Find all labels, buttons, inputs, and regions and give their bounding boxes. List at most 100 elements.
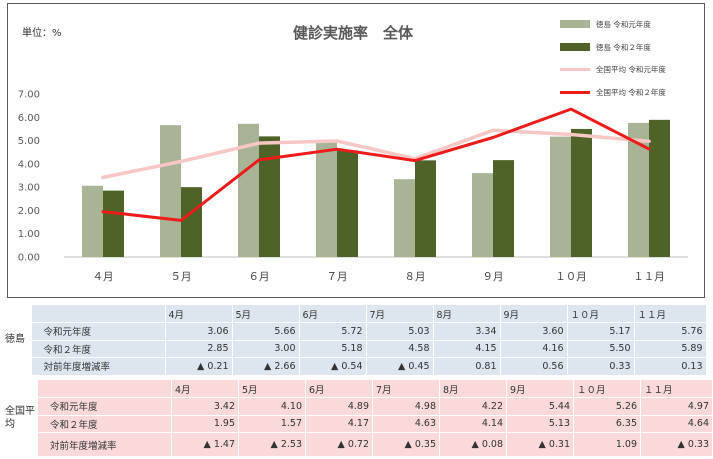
bar-tokushima-r1 <box>472 173 493 257</box>
month-header: 9月 <box>506 380 574 398</box>
national-table: 全国平 均 4月 5月 6月 7月 8月 9月 １０月 １１月 令和元年度 3.42 4.10 4.89… <box>3 380 713 457</box>
x-tick-label: ５月 <box>171 271 192 283</box>
x-tick-label: ７月 <box>327 271 348 283</box>
legend-item-tokushima-r2: 徳島 令和２年度 <box>560 37 700 60</box>
legend-item-national-r1: 全国平均 令和元年度 <box>560 59 700 82</box>
x-tick-label: １０月 <box>555 271 587 283</box>
bar-tokushima-r2 <box>571 128 592 257</box>
y-tick-label: 1.00 <box>18 229 40 240</box>
bar-tokushima-r2 <box>415 160 436 257</box>
table-cell: 0.56 <box>500 357 568 376</box>
bar-tokushima-r1 <box>394 179 415 257</box>
table-cell: 3.06 <box>165 322 233 341</box>
table-cell: ▲ 0.72 <box>305 432 373 457</box>
table-cell: 0.33 <box>567 357 635 376</box>
table-cell: 5.03 <box>366 322 434 341</box>
table-cell: 4.64 <box>640 415 713 433</box>
line-national-r1 <box>101 128 651 180</box>
row-label: 令和元年度 <box>37 397 172 416</box>
table-row: 令和元年度 3.42 4.10 4.89 4.98 4.22 5.44 5.26 4.97 <box>3 397 713 416</box>
table-cell: 5.26 <box>573 397 641 416</box>
x-tick-label: ８月 <box>405 271 426 283</box>
bar-tokushima-r2 <box>181 187 202 257</box>
legend-swatch <box>560 20 590 28</box>
month-header: １１月 <box>634 305 707 323</box>
y-tick-label: 6.00 <box>18 113 40 124</box>
x-tick-label: １１月 <box>633 271 665 283</box>
month-header: １０月 <box>567 305 635 323</box>
y-tick-label: 0.00 <box>18 253 40 264</box>
chart-title: 健診実施率 全体 <box>292 24 413 42</box>
table-cell: 4.14 <box>439 415 507 433</box>
legend-line <box>560 90 590 94</box>
y-tick-label: 5.00 <box>18 136 40 147</box>
tokushima-table: 徳島 4月 5月 6月 7月 8月 9月 １０月 １１月 令和元年度 3.06 5.66 5.72 5.0… <box>3 305 707 376</box>
bar-tokushima-r2 <box>103 190 124 257</box>
legend-label: 徳島 令和元年度 <box>596 20 651 29</box>
table-cell: 4.63 <box>372 415 440 433</box>
table-cell: 3.34 <box>433 322 501 341</box>
table-cell: 6.35 <box>573 415 641 433</box>
table-header-row: 全国平 均 4月 5月 6月 7月 8月 9月 １０月 １１月 <box>3 380 713 457</box>
table-header-row: 徳島 4月 5月 6月 7月 8月 9月 １０月 １１月 <box>3 305 707 376</box>
row-label: 令和２年度 <box>37 415 172 433</box>
table-cell: ▲ 0.35 <box>372 432 440 457</box>
month-header: １１月 <box>640 380 713 398</box>
legend-item-tokushima-r1: 徳島 令和元年度 <box>560 14 700 37</box>
table-cell: 5.13 <box>506 415 574 433</box>
header-blank-cell <box>31 305 166 323</box>
chart-plot: 0.00 1.00 2.00 3.00 4.00 5.00 6.00 7.00 ４月 ５月 ６月 ７月… <box>18 90 688 283</box>
table-cell: 5.50 <box>567 340 635 358</box>
region-label: 全国平 均 <box>3 380 38 457</box>
table-cell: ▲ 0.45 <box>366 357 434 376</box>
legend-label: 徳島 令和２年度 <box>596 42 651 52</box>
month-header: 7月 <box>366 305 434 323</box>
table-cell: 4.10 <box>238 397 306 416</box>
row-label: 対前年度増減率 <box>37 432 172 457</box>
bar-tokushima-r2 <box>493 160 514 257</box>
bar-tokushima-r1 <box>316 139 337 257</box>
header-blank-cell <box>37 380 172 398</box>
bar-tokushima-r1 <box>550 136 571 257</box>
month-header: 9月 <box>500 305 568 323</box>
table-row: 令和２年度 2.85 3.00 5.18 4.58 4.15 4.16 5.50 5.89 <box>3 340 707 358</box>
chart-legend: 徳島 令和元年度 徳島 令和２年度 全国平均 令和元年度 全国平均 令和２年度 <box>560 14 700 104</box>
y-tick-label: 4.00 <box>18 159 40 170</box>
table-cell: 5.17 <box>567 322 635 341</box>
table-cell: 4.58 <box>366 340 434 358</box>
table-cell: 2.85 <box>165 340 233 358</box>
row-label: 令和元年度 <box>31 322 166 341</box>
table-cell: 3.00 <box>232 340 300 358</box>
month-header: １０月 <box>573 380 641 398</box>
table-cell: ▲ 2.53 <box>238 432 306 457</box>
table-cell: 1.57 <box>238 415 306 433</box>
bar-tokushima-r1 <box>238 123 259 257</box>
table-cell: 4.89 <box>305 397 373 416</box>
month-header: 5月 <box>238 380 306 398</box>
legend-label: 全国平均 令和元年度 <box>596 65 666 74</box>
table-cell: 4.98 <box>372 397 440 416</box>
row-label: 令和２年度 <box>31 340 166 358</box>
unit-label: 単位：% <box>22 28 62 39</box>
row-label: 対前年度増減率 <box>31 357 166 376</box>
table-cell: ▲ 0.33 <box>640 432 713 457</box>
table-cell: ▲ 1.47 <box>171 432 239 457</box>
x-tick-label: ９月 <box>483 271 504 283</box>
legend-swatch <box>560 42 590 51</box>
table-cell: 4.97 <box>640 397 713 416</box>
month-header: 6月 <box>299 305 367 323</box>
table-cell: 3.42 <box>171 397 239 416</box>
legend-line <box>560 68 590 71</box>
bar-tokushima-r1 <box>628 122 649 257</box>
table-row: 対前年度増減率 ▲ 0.21 ▲ 2.66 ▲ 0.54 ▲ 0.45 0.81 0.56 0… <box>3 357 707 376</box>
y-tick-label: 2.00 <box>18 206 40 217</box>
month-header: 8月 <box>433 305 501 323</box>
y-tick-label: 7.00 <box>18 90 40 101</box>
bar-tokushima-r1 <box>82 185 103 257</box>
table-cell: 4.16 <box>500 340 568 358</box>
table-row: 令和元年度 3.06 5.66 5.72 5.03 3.34 3.60 5.17 5.76 <box>3 322 707 341</box>
table-cell: 1.09 <box>573 432 641 457</box>
table-cell: 5.89 <box>634 340 707 358</box>
table-cell: 0.81 <box>433 357 501 376</box>
month-header: 7月 <box>372 380 440 398</box>
